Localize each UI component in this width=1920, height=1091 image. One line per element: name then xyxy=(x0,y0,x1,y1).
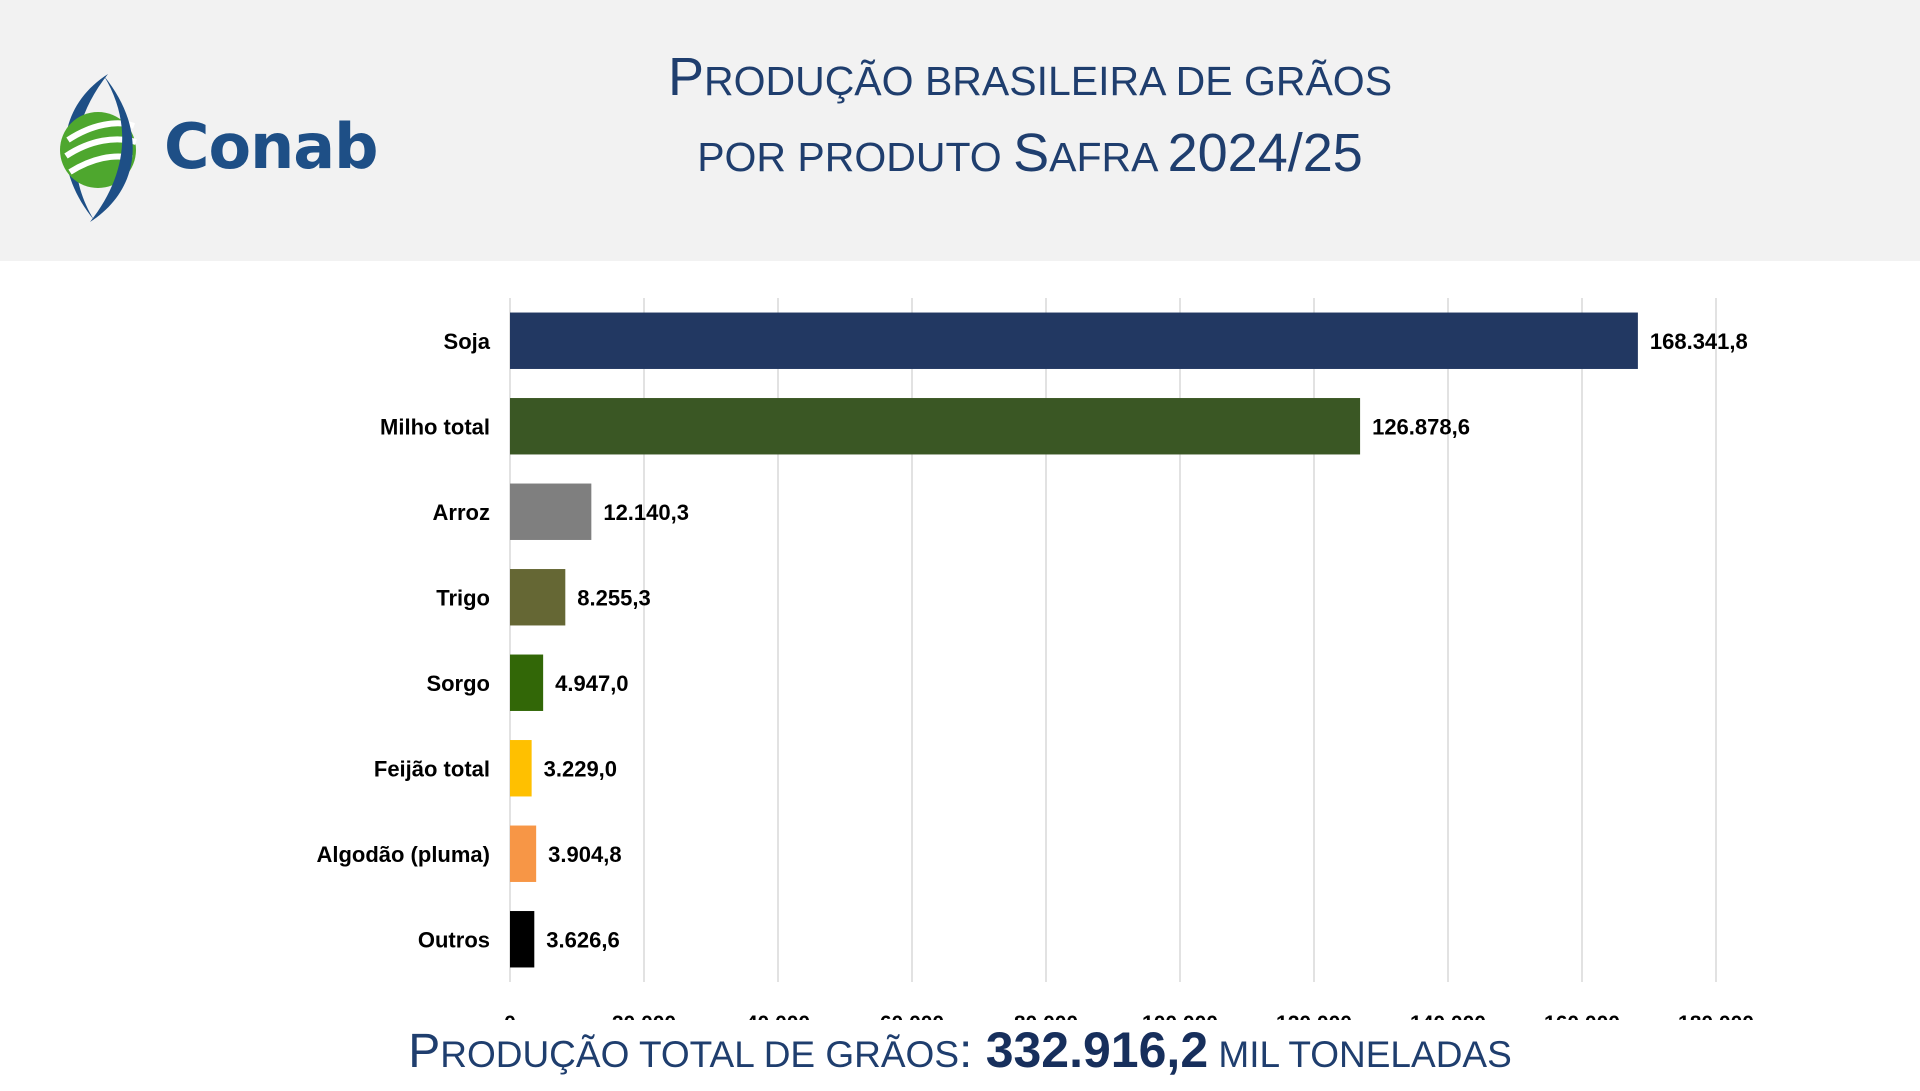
x-tick-label: 20.000 xyxy=(612,1012,676,1020)
footer-rest: rodução total de grãos xyxy=(440,1034,960,1075)
bar xyxy=(510,398,1361,455)
data-label: 4.947,0 xyxy=(555,671,628,696)
data-label: 3.626,6 xyxy=(546,927,619,952)
data-label: 168.341,8 xyxy=(1650,329,1748,354)
bar xyxy=(510,825,537,882)
footer-colon: : xyxy=(959,1025,986,1078)
data-label: 8.255,3 xyxy=(577,585,650,610)
page-title: Produção brasileira de grãos por produto… xyxy=(430,46,1630,198)
title-line1-rest: rodução brasileira de grãos xyxy=(703,58,1393,104)
x-tick-label: 80.000 xyxy=(1014,1012,1078,1020)
title-line2-initial: S xyxy=(1013,123,1050,183)
x-tick-label: 100.000 xyxy=(1142,1012,1218,1020)
x-tick-label: 40.000 xyxy=(746,1012,810,1020)
total-value: 332.916,2 xyxy=(985,1022,1209,1078)
bar xyxy=(510,911,535,968)
category-label: Arroz xyxy=(433,500,490,525)
conab-logo-text: Conab xyxy=(164,110,378,183)
bar-chart: 0 20.000 40.000 60.000 80.000 100.000 120.000 1… xyxy=(316,298,1754,1020)
x-tick-label: 180.000 xyxy=(1678,1012,1754,1020)
title-line2-a: por produto xyxy=(697,134,1014,180)
category-label: Feijão total xyxy=(374,756,490,781)
bar xyxy=(510,740,532,797)
bar xyxy=(510,483,592,540)
category-label: Milho total xyxy=(380,414,490,439)
header: Conab Produção brasileira de grãos por p… xyxy=(0,0,1920,261)
category-label: Algodão (pluma) xyxy=(316,842,490,867)
x-tick-label: 140.000 xyxy=(1410,1012,1486,1020)
data-label: 3.904,8 xyxy=(548,842,621,867)
conab-logo-icon xyxy=(60,74,137,222)
x-tick-label: 120.000 xyxy=(1276,1012,1352,1020)
total-production-caption: Produção total de grãos: 332.916,2 mil t… xyxy=(0,1022,1920,1091)
category-label: Trigo xyxy=(436,585,490,610)
data-label: 12.140,3 xyxy=(603,500,689,525)
title-year: 2024/25 xyxy=(1167,123,1363,183)
data-label: 3.229,0 xyxy=(544,756,617,781)
bar xyxy=(510,569,566,626)
category-label: Sorgo xyxy=(426,671,490,696)
title-line1-initial: P xyxy=(667,47,704,107)
x-tick-label: 60.000 xyxy=(880,1012,944,1020)
data-label: 126.878,6 xyxy=(1372,414,1470,439)
footer-unit: mil toneladas xyxy=(1208,1034,1512,1075)
title-line2-b: afra xyxy=(1049,134,1168,180)
category-label: Outros xyxy=(418,927,490,952)
title-line-2: por produto Safra 2024/25 xyxy=(430,122,1630,198)
conab-logo: Conab xyxy=(44,70,378,230)
x-tick-label: 0 xyxy=(504,1012,516,1020)
title-line-1: Produção brasileira de grãos xyxy=(430,46,1630,122)
bar xyxy=(510,654,544,711)
category-label: Soja xyxy=(444,329,491,354)
x-tick-label: 160.000 xyxy=(1544,1012,1620,1020)
footer-initial: P xyxy=(408,1025,441,1078)
bar xyxy=(510,312,1638,369)
